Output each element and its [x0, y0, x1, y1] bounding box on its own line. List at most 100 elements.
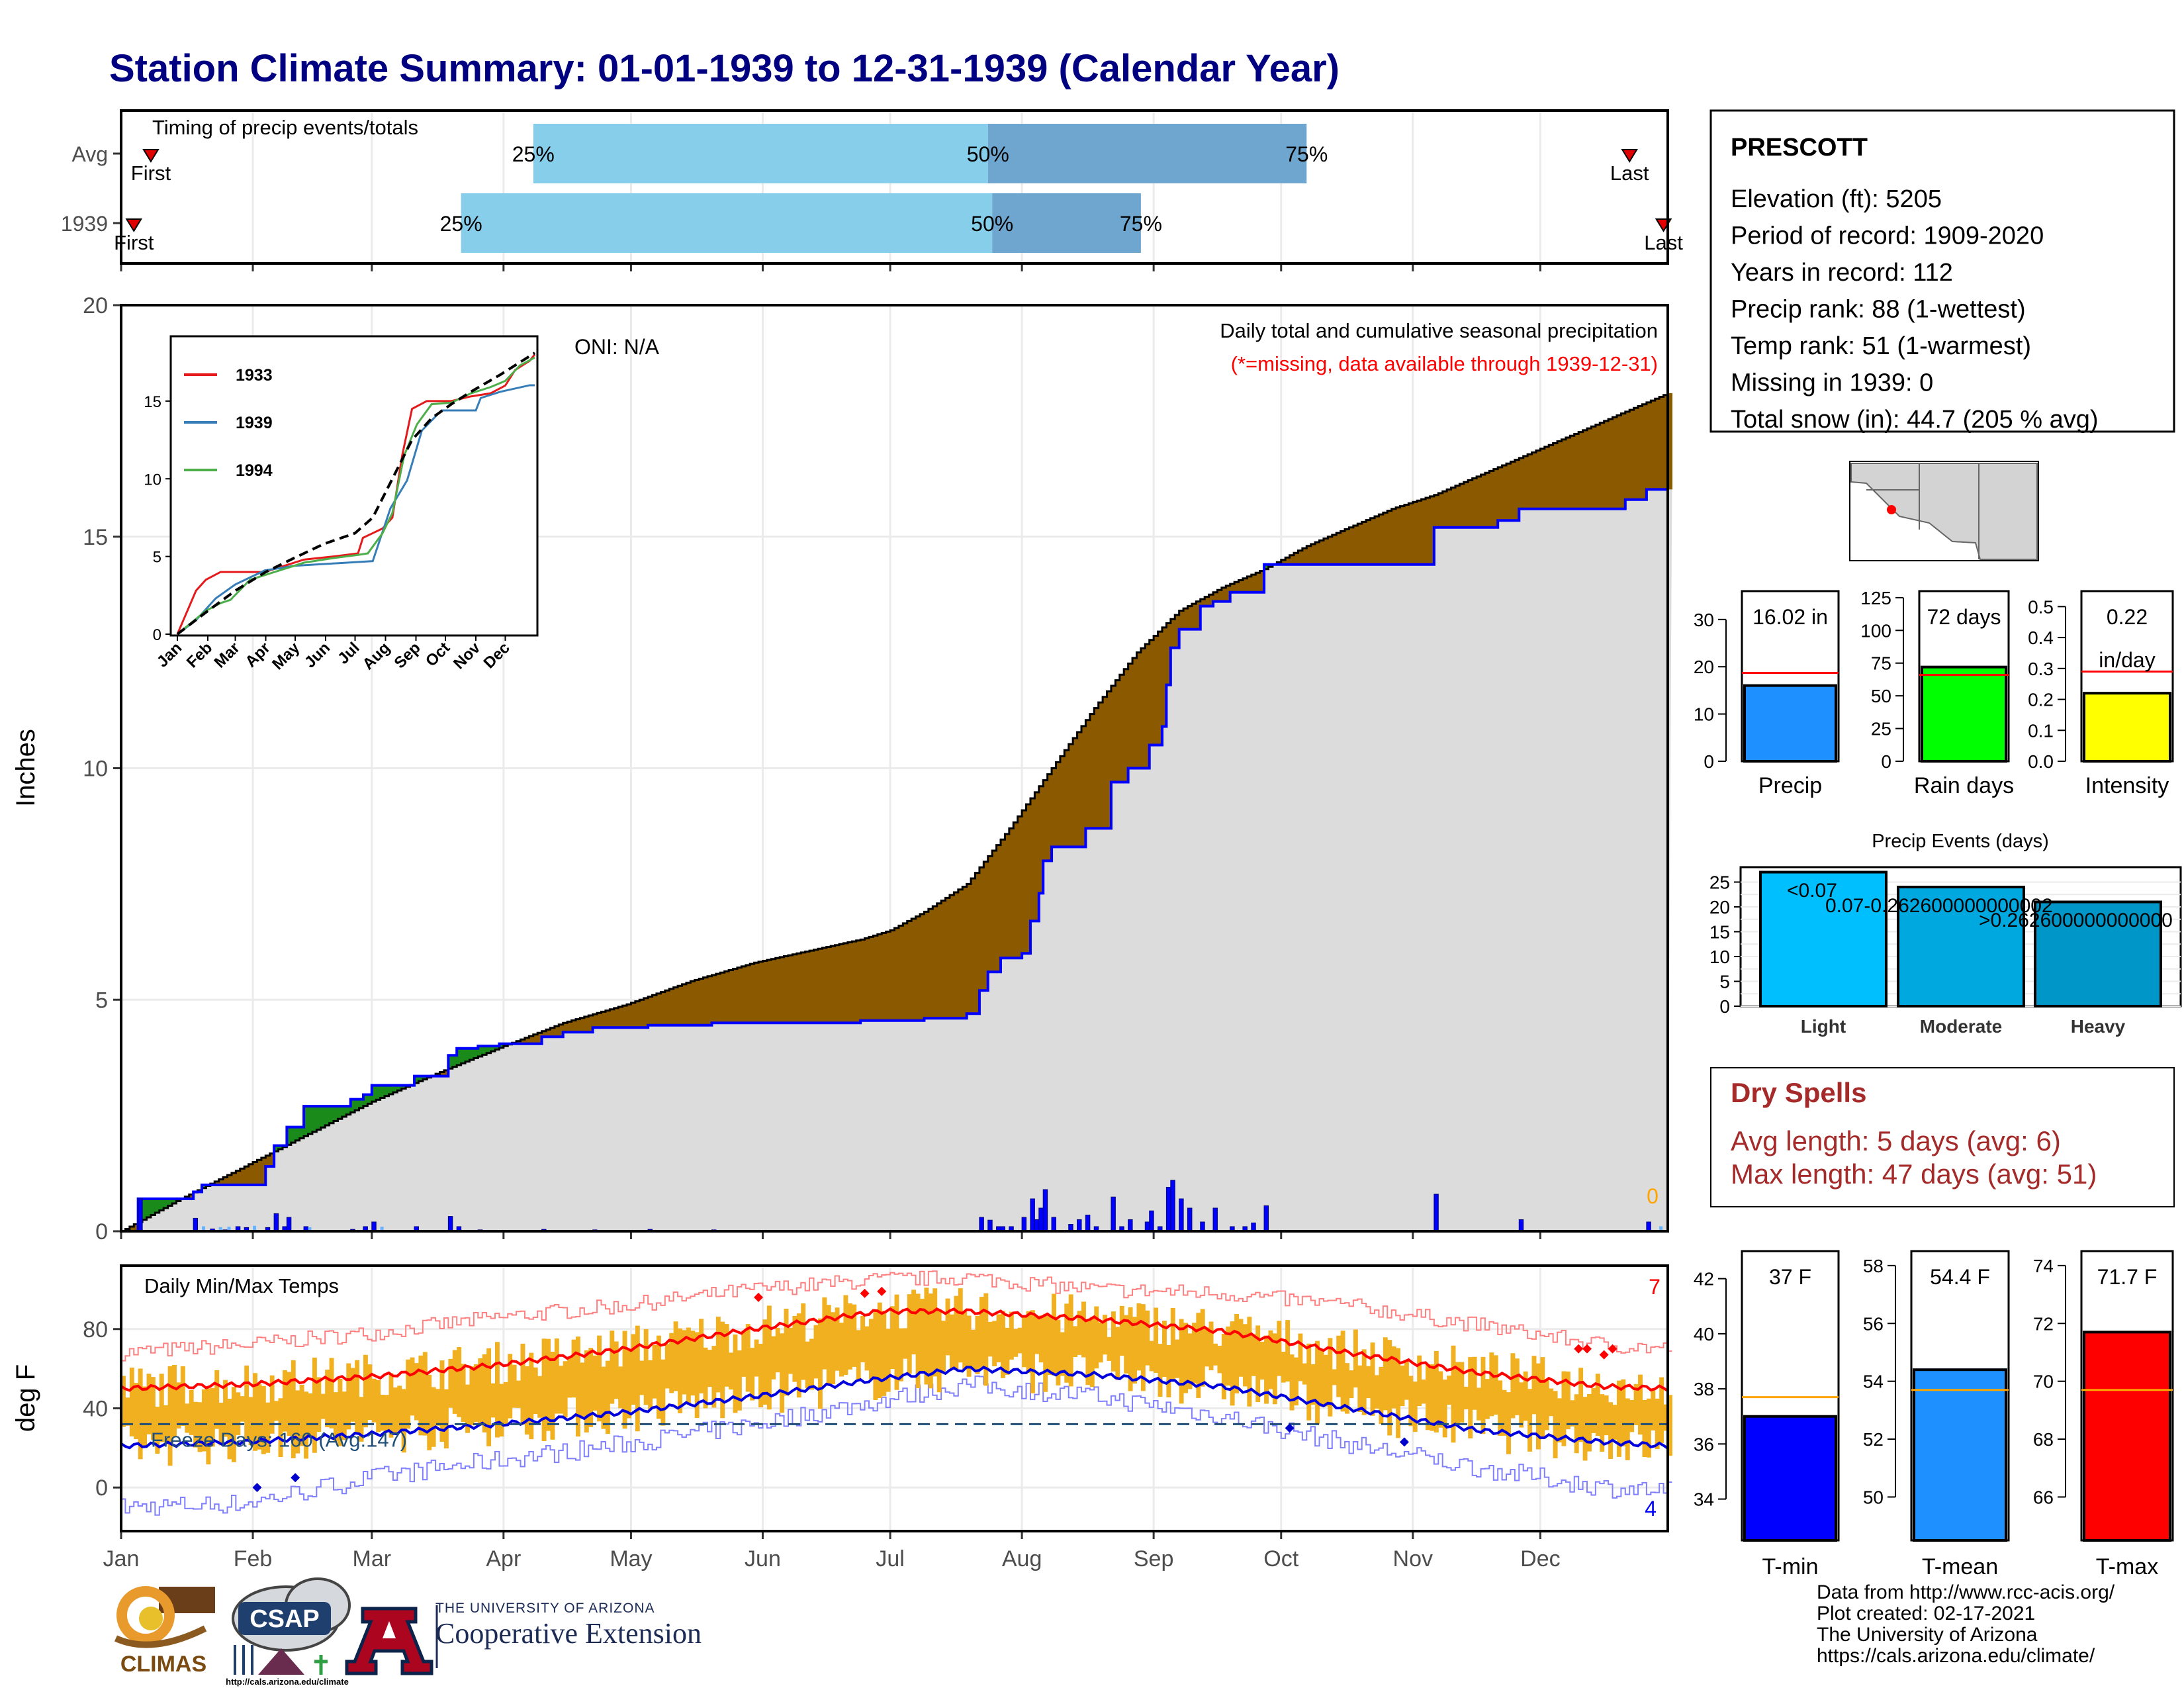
value-label: 54.4 F — [1930, 1265, 1990, 1289]
value-bar — [1913, 1368, 2007, 1542]
station-location-dot — [1887, 505, 1896, 514]
event-bar-label: 0.07-0.262600000000002 — [1825, 895, 2053, 917]
logos: CLIMAS CSAP http://cals.arizona.edu/climat… — [114, 1577, 438, 1687]
category-label: Rain days — [1914, 773, 2014, 798]
temps-panel: 0 40 80 Jan Feb Mar Apr May Jun Jul Aug Sep Oct Nov De… — [11, 1264, 1672, 1571]
daily-precip-bar — [987, 1219, 993, 1232]
credits: Data from http://www.rcc-acis.org/ Plot … — [1817, 1582, 2115, 1667]
daily-precip-bar — [1038, 1207, 1044, 1232]
daily-precip-bar — [1077, 1219, 1082, 1232]
value-bar — [2083, 1331, 2171, 1542]
daily-precip-bar — [1111, 1196, 1116, 1232]
daily-trace-bar — [1659, 1226, 1663, 1231]
y-tick-label: 0.1 — [2028, 720, 2054, 741]
y-tick-label: 42 — [1694, 1269, 1714, 1289]
climas-text: CLIMAS — [120, 1652, 206, 1677]
inset-y-label: 0 — [153, 626, 161, 644]
y-tick-label: 15 — [1709, 922, 1730, 943]
y-tick-label: 25 — [1709, 872, 1730, 893]
station-info-line: Period of record: 1909-2020 — [1731, 222, 2044, 250]
daily-precip-bar — [1263, 1205, 1269, 1232]
y-tick-label: 80 — [83, 1317, 108, 1342]
freeze-label: Freeze Days: 160 (Avg:147) — [151, 1428, 407, 1451]
normal-min-line — [120, 1366, 1669, 1450]
event-bar — [1759, 870, 1888, 1008]
station-info-line: Total snow (in): 44.7 (205 % avg) — [1731, 406, 2099, 434]
y-tick-label: 10 — [1709, 947, 1730, 967]
cumulative-fill — [121, 489, 1672, 1231]
record-min-line — [121, 1375, 1672, 1516]
climas-logo: CLIMAS — [114, 1586, 215, 1677]
daily-precip-bar — [1187, 1207, 1193, 1232]
daily-precip-bar — [1518, 1219, 1524, 1232]
inset-series-line — [177, 384, 535, 635]
inset-legend-label: 1939 — [236, 414, 273, 432]
temps-title: Daily Min/Max Temps — [144, 1274, 339, 1297]
x-tick-label: May — [610, 1546, 652, 1571]
dry-spells-frame — [1710, 1067, 2175, 1207]
x-tick-label: Dec — [1520, 1546, 1560, 1571]
station-info-line: Temp rank: 51 (1-warmest) — [1731, 332, 2031, 360]
y-tick-label: 40 — [83, 1396, 108, 1421]
y-tick-label: 10 — [83, 757, 108, 782]
record-low-count: 4 — [1645, 1497, 1657, 1521]
precip-total-chart: 0 10 20 30 16.02 in Precip — [1694, 590, 1840, 798]
value-bar — [1921, 665, 2007, 763]
y-tick-label: 125 — [1860, 588, 1891, 608]
daily-precip-bar — [1433, 1194, 1439, 1232]
category-label: T-mean — [1922, 1554, 1998, 1579]
station-box-frame — [1709, 109, 2175, 433]
coop-extension-logo: THE UNIVERSITY OF ARIZONA Cooperative Ex… — [435, 1601, 702, 1650]
x-tick-label: Apr — [486, 1546, 521, 1571]
last-label: Last — [1644, 231, 1683, 254]
station-name: PRESCOTT — [1731, 134, 1868, 162]
daily-precip-bar — [447, 1216, 453, 1232]
daily-precip-bar — [193, 1217, 199, 1232]
timing-bar-50-75 — [987, 124, 1307, 183]
record-max-line — [121, 1270, 1672, 1362]
inset-legend-label: 1994 — [236, 461, 273, 480]
p50-label: 50% — [967, 142, 1009, 166]
category-label: Intensity — [2085, 773, 2169, 798]
event-bar — [1897, 886, 2025, 1008]
y-tick-label: 0.0 — [2028, 751, 2054, 772]
inset-y-label: 15 — [144, 393, 161, 411]
record-low-marker — [1285, 1423, 1295, 1433]
map-region — [1850, 463, 2038, 560]
y-tick-label: 70 — [2033, 1372, 2054, 1392]
precip-title: Daily total and cumulative seasonal prec… — [1220, 319, 1658, 342]
csap-rain — [234, 1645, 253, 1675]
timing-row-label: 1939 — [61, 212, 108, 236]
daily-precip-bar — [1144, 1221, 1150, 1232]
record-low-marker — [1399, 1437, 1409, 1447]
y-tick-label: 58 — [1863, 1256, 1884, 1276]
deficit-area — [125, 393, 1673, 1231]
daily-precip-bar — [1170, 1180, 1175, 1232]
first-marker — [142, 149, 159, 163]
y-tick-label: 40 — [1694, 1324, 1714, 1344]
inset-legend-label: 1933 — [236, 366, 273, 385]
daily-precip-bar — [371, 1221, 377, 1232]
y-tick-label: 50 — [1863, 1487, 1884, 1507]
timing-frame — [120, 109, 1669, 265]
timing-label: Timing of precip events/totals — [152, 116, 418, 139]
y-tick-label: 36 — [1694, 1434, 1714, 1454]
record-high-marker — [1574, 1344, 1584, 1354]
normal-max-line — [120, 1307, 1669, 1392]
y-tick-label: 0.4 — [2028, 628, 2054, 648]
ua-letter-counter — [383, 1621, 396, 1638]
rain-days-chart: 0 25 50 75 100 125 72 days Rain days — [1860, 588, 2014, 798]
daily-precip-bar — [1085, 1215, 1091, 1232]
page-title: Station Climate Summary: 01-01-1939 to 1… — [109, 47, 1340, 90]
value-label: 37 F — [1769, 1265, 1811, 1289]
events-title: Precip Events (days) — [1872, 831, 2049, 852]
station-info-line: Missing in 1939: 0 — [1731, 369, 1933, 397]
x-tick-label: Jun — [745, 1546, 781, 1571]
daily-temp-bars — [121, 1288, 1672, 1466]
daily-trace-bar — [201, 1226, 205, 1231]
x-tick-label: Aug — [1002, 1546, 1042, 1571]
avg-cumulative-line — [121, 393, 1669, 1233]
locator-map — [1849, 461, 2039, 561]
y-tick-label: 38 — [1694, 1379, 1714, 1399]
y-tick-label: 50 — [1871, 686, 1891, 706]
